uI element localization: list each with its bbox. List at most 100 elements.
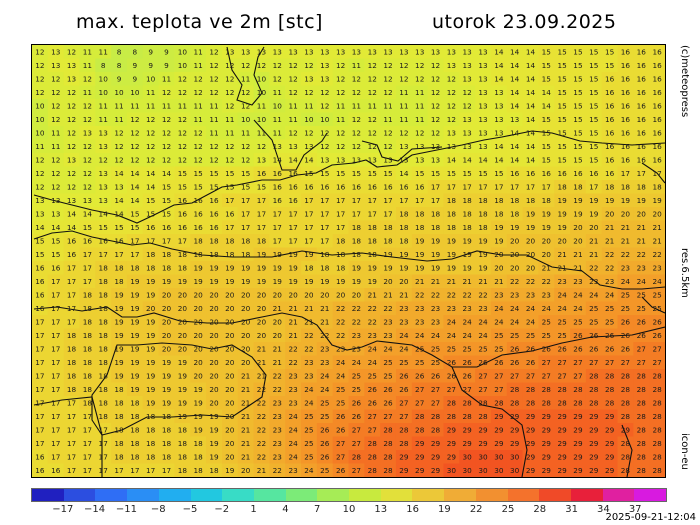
temperature-value: 24 — [526, 318, 536, 327]
temperature-cell — [190, 139, 207, 154]
temperature-value: 28 — [621, 399, 631, 408]
temperature-value: 15 — [304, 169, 313, 178]
temperature-cell — [395, 193, 413, 208]
temperature-value: 29 — [526, 466, 536, 475]
temperature-value: 19 — [178, 412, 188, 421]
temperature-value: 29 — [573, 439, 583, 448]
temperature-value: 16 — [621, 102, 631, 111]
temperature-value: 23 — [320, 345, 330, 354]
temperature-cell — [380, 207, 397, 222]
temperature-cell — [142, 139, 160, 154]
temperature-cell — [395, 207, 413, 222]
temperature-cell — [285, 126, 302, 141]
temperature-cell — [206, 45, 223, 60]
temperature-value: 24 — [478, 331, 488, 340]
temperature-value: 20 — [605, 210, 615, 219]
temperature-value: 19 — [194, 385, 204, 394]
temperature-value: 18 — [241, 250, 251, 259]
temperature-value: 15 — [194, 169, 203, 178]
temperature-value: 21 — [320, 304, 329, 313]
temperature-value: 16 — [225, 210, 235, 219]
temperature-value: 27 — [542, 372, 552, 381]
temperature-cell — [126, 126, 144, 141]
temperature-cell — [538, 234, 555, 249]
temperature-value: 22 — [257, 426, 266, 435]
temperature-value: 12 — [273, 61, 282, 70]
temperature-value: 13 — [494, 88, 504, 97]
temperature-value: 18 — [178, 439, 188, 448]
temperature-value: 19 — [130, 358, 140, 367]
temperature-cell — [95, 166, 112, 181]
temperature-value: 25 — [431, 358, 440, 367]
temperature-value: 14 — [35, 223, 45, 232]
temperature-value: 15 — [336, 169, 345, 178]
temperature-cell — [126, 193, 144, 208]
temperature-value: 16 — [510, 169, 520, 178]
temperature-value: 28 — [415, 426, 425, 435]
temperature-cell — [443, 180, 460, 195]
temperature-value: 23 — [621, 264, 631, 273]
temperature-value: 22 — [589, 264, 598, 273]
temperature-cell — [633, 45, 650, 60]
temperature-value: 18 — [368, 237, 378, 246]
temperature-cell — [570, 112, 587, 127]
color-scale-segment — [285, 489, 318, 501]
temperature-cell — [411, 139, 429, 154]
temperature-value: 20 — [257, 331, 267, 340]
temperature-cell — [570, 45, 587, 60]
temperature-value: 26 — [589, 331, 599, 340]
temperature-value: 22 — [368, 318, 377, 327]
temperature-cell — [47, 166, 65, 181]
temperature-cell — [522, 207, 539, 222]
temperature-value: 13 — [463, 75, 473, 84]
temperature-value: 28 — [494, 399, 504, 408]
temperature-value: 18 — [83, 304, 93, 313]
temperature-cell — [585, 99, 603, 114]
temperature-value: 28 — [383, 453, 393, 462]
temperature-cell — [348, 166, 365, 181]
temperature-value: 16 — [51, 466, 61, 475]
temperature-value: 24 — [463, 318, 473, 327]
temperature-value: 16 — [637, 129, 647, 138]
temperature-value: 14 — [114, 169, 124, 178]
temperature-value: 26 — [510, 345, 520, 354]
temperature-value: 29 — [463, 439, 473, 448]
temperature-value: 17 — [67, 277, 77, 286]
temperature-value: 13 — [478, 48, 488, 57]
temperature-value: 24 — [320, 372, 330, 381]
temperature-cell — [411, 234, 429, 249]
temperature-value: 13 — [320, 48, 330, 57]
temperature-value: 26 — [621, 318, 631, 327]
temperature-value: 20 — [621, 210, 631, 219]
temperature-value: 18 — [225, 250, 235, 259]
temperature-value: 19 — [209, 412, 219, 421]
temperature-cell — [253, 166, 270, 181]
temperature-cell — [158, 193, 176, 208]
temperature-cell — [380, 139, 397, 154]
temperature-value: 23 — [415, 304, 425, 313]
temperature-value: 17 — [99, 439, 109, 448]
temperature-value: 17 — [383, 210, 393, 219]
temperature-value: 13 — [478, 75, 488, 84]
temperature-cell — [617, 112, 634, 127]
temperature-cell — [174, 58, 191, 73]
temperature-value: 16 — [589, 169, 599, 178]
temperature-value: 24 — [288, 453, 298, 462]
temperature-cell — [475, 58, 492, 73]
temperature-value: 13 — [463, 129, 473, 138]
temperature-value: 18 — [83, 318, 93, 327]
temperature-cell — [47, 180, 65, 195]
temperature-value: 12 — [130, 129, 139, 138]
temperature-cell — [142, 166, 160, 181]
temperature-value: 30 — [478, 453, 488, 462]
temperature-cell — [570, 85, 587, 100]
temperature-value: 15 — [209, 169, 218, 178]
temperature-value: 16 — [652, 129, 662, 138]
temperature-value: 18 — [130, 264, 140, 273]
temperature-value: 19 — [415, 250, 425, 259]
temperature-value: 26 — [652, 318, 662, 327]
temperature-value: 23 — [383, 318, 393, 327]
temperature-cell — [285, 234, 302, 249]
temperature-value: 26 — [573, 331, 583, 340]
temperature-value: 11 — [83, 88, 92, 97]
